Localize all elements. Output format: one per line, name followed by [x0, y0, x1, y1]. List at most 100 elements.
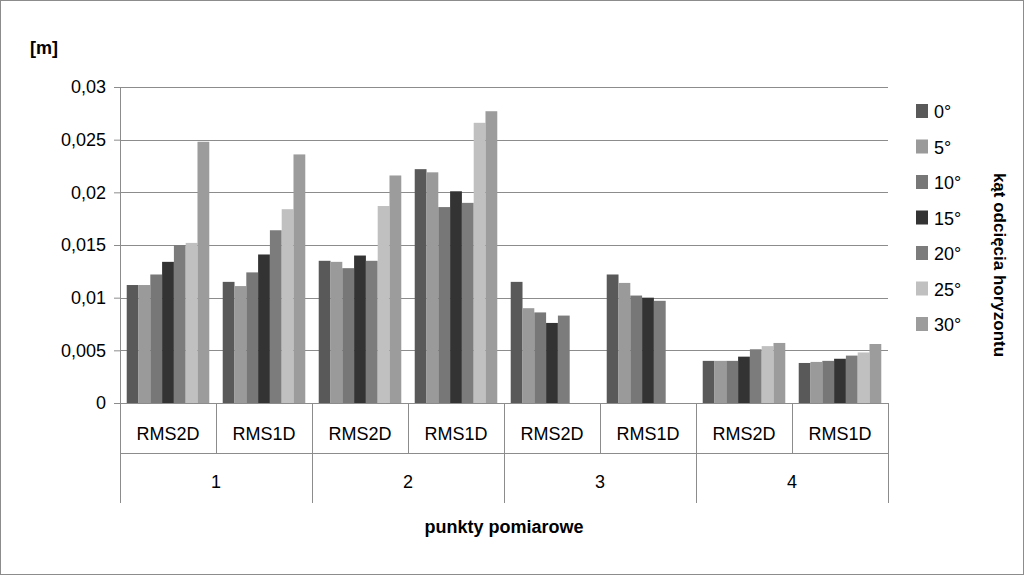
- y-tick: 0,025: [61, 130, 120, 150]
- bar: [869, 344, 881, 403]
- x-tick: RMS2D: [712, 403, 775, 444]
- legend-swatch: [916, 211, 928, 225]
- plot: 00,0050,010,0150,020,0250,03RMS2DRMS1DRM…: [61, 77, 889, 503]
- bar: [607, 274, 619, 403]
- bar: [319, 261, 331, 403]
- grid-line: [120, 245, 888, 246]
- legend-swatch: [916, 282, 928, 296]
- y-tick-label: 0: [96, 393, 106, 413]
- group-label: 4: [787, 472, 797, 492]
- bar: [858, 352, 870, 403]
- bar: [715, 361, 727, 403]
- bar: [846, 356, 858, 403]
- bar: [703, 361, 715, 403]
- y-axis: 00,0050,010,0150,020,0250,03: [61, 77, 121, 413]
- x-tick-label: RMS2D: [136, 424, 199, 444]
- bar-series: [197, 111, 881, 403]
- bars: [127, 111, 882, 403]
- y-tick-label: 0,015: [61, 235, 106, 255]
- legend-title: kąt odcięcia horyzontu: [990, 173, 1009, 357]
- legend-label: 25°: [934, 280, 961, 300]
- chart-border: [1, 1, 1024, 575]
- y-tick-mark: [114, 403, 120, 404]
- category-separator: [216, 403, 217, 453]
- bar: [750, 349, 762, 403]
- bar: [415, 169, 427, 403]
- bar: [282, 209, 294, 403]
- grid: [120, 88, 888, 404]
- legend-item: 5°: [916, 138, 951, 158]
- bar: [546, 323, 558, 403]
- y-axis-line: [114, 88, 121, 404]
- bar: [485, 111, 497, 403]
- bar: [127, 285, 139, 403]
- bar: [738, 357, 750, 403]
- x-tick-label: RMS1D: [808, 424, 871, 444]
- bar: [366, 261, 378, 403]
- y-tick-mark: [114, 87, 120, 88]
- x-tick: RMS1D: [232, 403, 295, 444]
- y-tick-mark: [114, 245, 120, 246]
- bar: [186, 243, 198, 403]
- group-label: 2: [403, 472, 413, 492]
- category-separator: [792, 403, 793, 453]
- x-tick: RMS1D: [616, 403, 679, 444]
- bar: [462, 203, 474, 403]
- y-tick-label: 0,025: [61, 130, 106, 150]
- bar: [726, 361, 738, 403]
- legend-label: 10°: [934, 173, 961, 193]
- legend-item: 25°: [916, 280, 961, 300]
- legend-item: 30°: [916, 315, 961, 335]
- y-tick-label: 0,03: [71, 77, 106, 97]
- x-tick: RMS1D: [808, 403, 871, 444]
- x-axis-title: punkty pomiarowe: [424, 517, 583, 537]
- x-tick-label: RMS1D: [616, 424, 679, 444]
- bar: [197, 142, 209, 403]
- y-tick-mark: [114, 298, 120, 299]
- grid-line: [120, 140, 888, 141]
- legend-label: 15°: [934, 209, 961, 229]
- bar: [354, 256, 366, 403]
- x-tick-label: RMS1D: [232, 424, 295, 444]
- grid-line: [120, 87, 888, 88]
- bar: [450, 191, 462, 403]
- category-separator: [888, 403, 889, 503]
- group-label: 1: [211, 472, 221, 492]
- legend-item: 20°: [916, 244, 961, 264]
- bar-series: [186, 123, 870, 403]
- grid-line: [120, 192, 888, 193]
- legend-label: 5°: [934, 138, 951, 158]
- x-tick: RMS2D: [136, 403, 199, 444]
- legend-swatch: [916, 175, 928, 189]
- bar: [293, 154, 305, 403]
- legend-item: 15°: [916, 209, 961, 229]
- y-tick-mark: [114, 350, 120, 351]
- bar: [630, 296, 642, 403]
- bar: [438, 207, 450, 403]
- bar: [822, 361, 834, 403]
- bar-series: [127, 169, 811, 403]
- y-axis-title: [m]: [30, 38, 58, 58]
- bar: [139, 285, 151, 403]
- bar: [762, 346, 774, 403]
- y-tick: 0,005: [61, 341, 120, 361]
- legend-label: 20°: [934, 244, 961, 264]
- legend-swatch: [916, 140, 928, 154]
- y-tick-mark: [114, 192, 120, 193]
- legend-item: 0°: [916, 102, 951, 122]
- bar: [511, 282, 523, 403]
- x-tick: RMS2D: [328, 403, 391, 444]
- x-tick-label: RMS1D: [424, 424, 487, 444]
- x-tick: RMS2D: [520, 403, 583, 444]
- x-separators: [120, 403, 889, 503]
- group-label: 3: [595, 472, 605, 492]
- bar: [642, 298, 654, 403]
- y-tick-label: 0,02: [71, 183, 106, 203]
- category-separator: [600, 403, 601, 453]
- legend-item: 10°: [916, 173, 961, 193]
- bar: [619, 283, 631, 403]
- legend-label: 30°: [934, 315, 961, 335]
- x-tick-label: RMS2D: [520, 424, 583, 444]
- bar-series: [174, 203, 858, 403]
- bar: [174, 245, 186, 403]
